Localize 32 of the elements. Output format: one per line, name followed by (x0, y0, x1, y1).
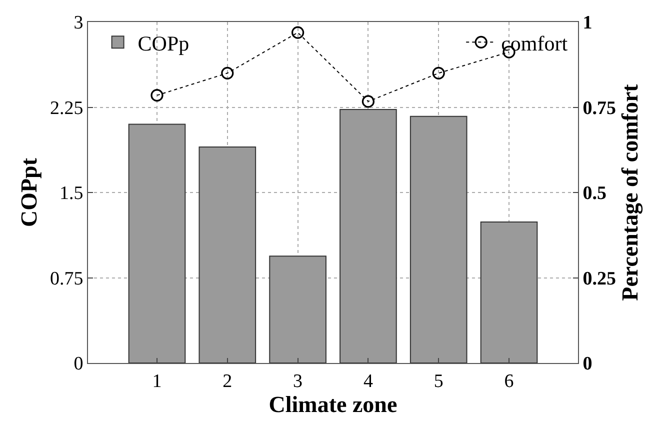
x-tick-label: 2 (222, 370, 232, 392)
x-tick-label: 3 (293, 370, 303, 392)
point (150, 89, 164, 102)
bar (128, 124, 186, 363)
x-tick-label: 4 (363, 370, 374, 392)
x-tick-label: 1 (152, 370, 162, 392)
bar (269, 256, 326, 363)
bar (340, 109, 397, 363)
point (432, 66, 445, 80)
y-tick-label: 2.25 (50, 98, 84, 119)
y2-tick-label: 0.5 (582, 183, 607, 204)
point (221, 66, 234, 80)
y-tick-label: 1.5 (59, 183, 84, 204)
y-tick-label: 0 (74, 354, 84, 375)
legend-label: COPp (138, 31, 190, 56)
bar (198, 146, 256, 363)
y2-tick-label: 0 (582, 354, 592, 375)
x-tick-label: 6 (504, 370, 514, 392)
y2-tick-label: 1 (582, 12, 592, 34)
x-tick-label: 5 (434, 370, 444, 392)
legend-label: comfort (501, 31, 568, 56)
bar (410, 116, 468, 363)
y-tick-label: 3 (74, 12, 84, 34)
y2-axis-title: Percentage of comfort (618, 84, 644, 301)
point (292, 26, 304, 39)
point (362, 95, 374, 108)
x-axis-title: Climate zone (268, 392, 398, 417)
y2-tick-label: 0.75 (582, 98, 616, 119)
y-axis-title: COPpt (16, 158, 42, 227)
bar (480, 222, 538, 363)
y-tick-label: 0.75 (50, 268, 84, 290)
y2-tick-label: 0.25 (582, 268, 616, 290)
